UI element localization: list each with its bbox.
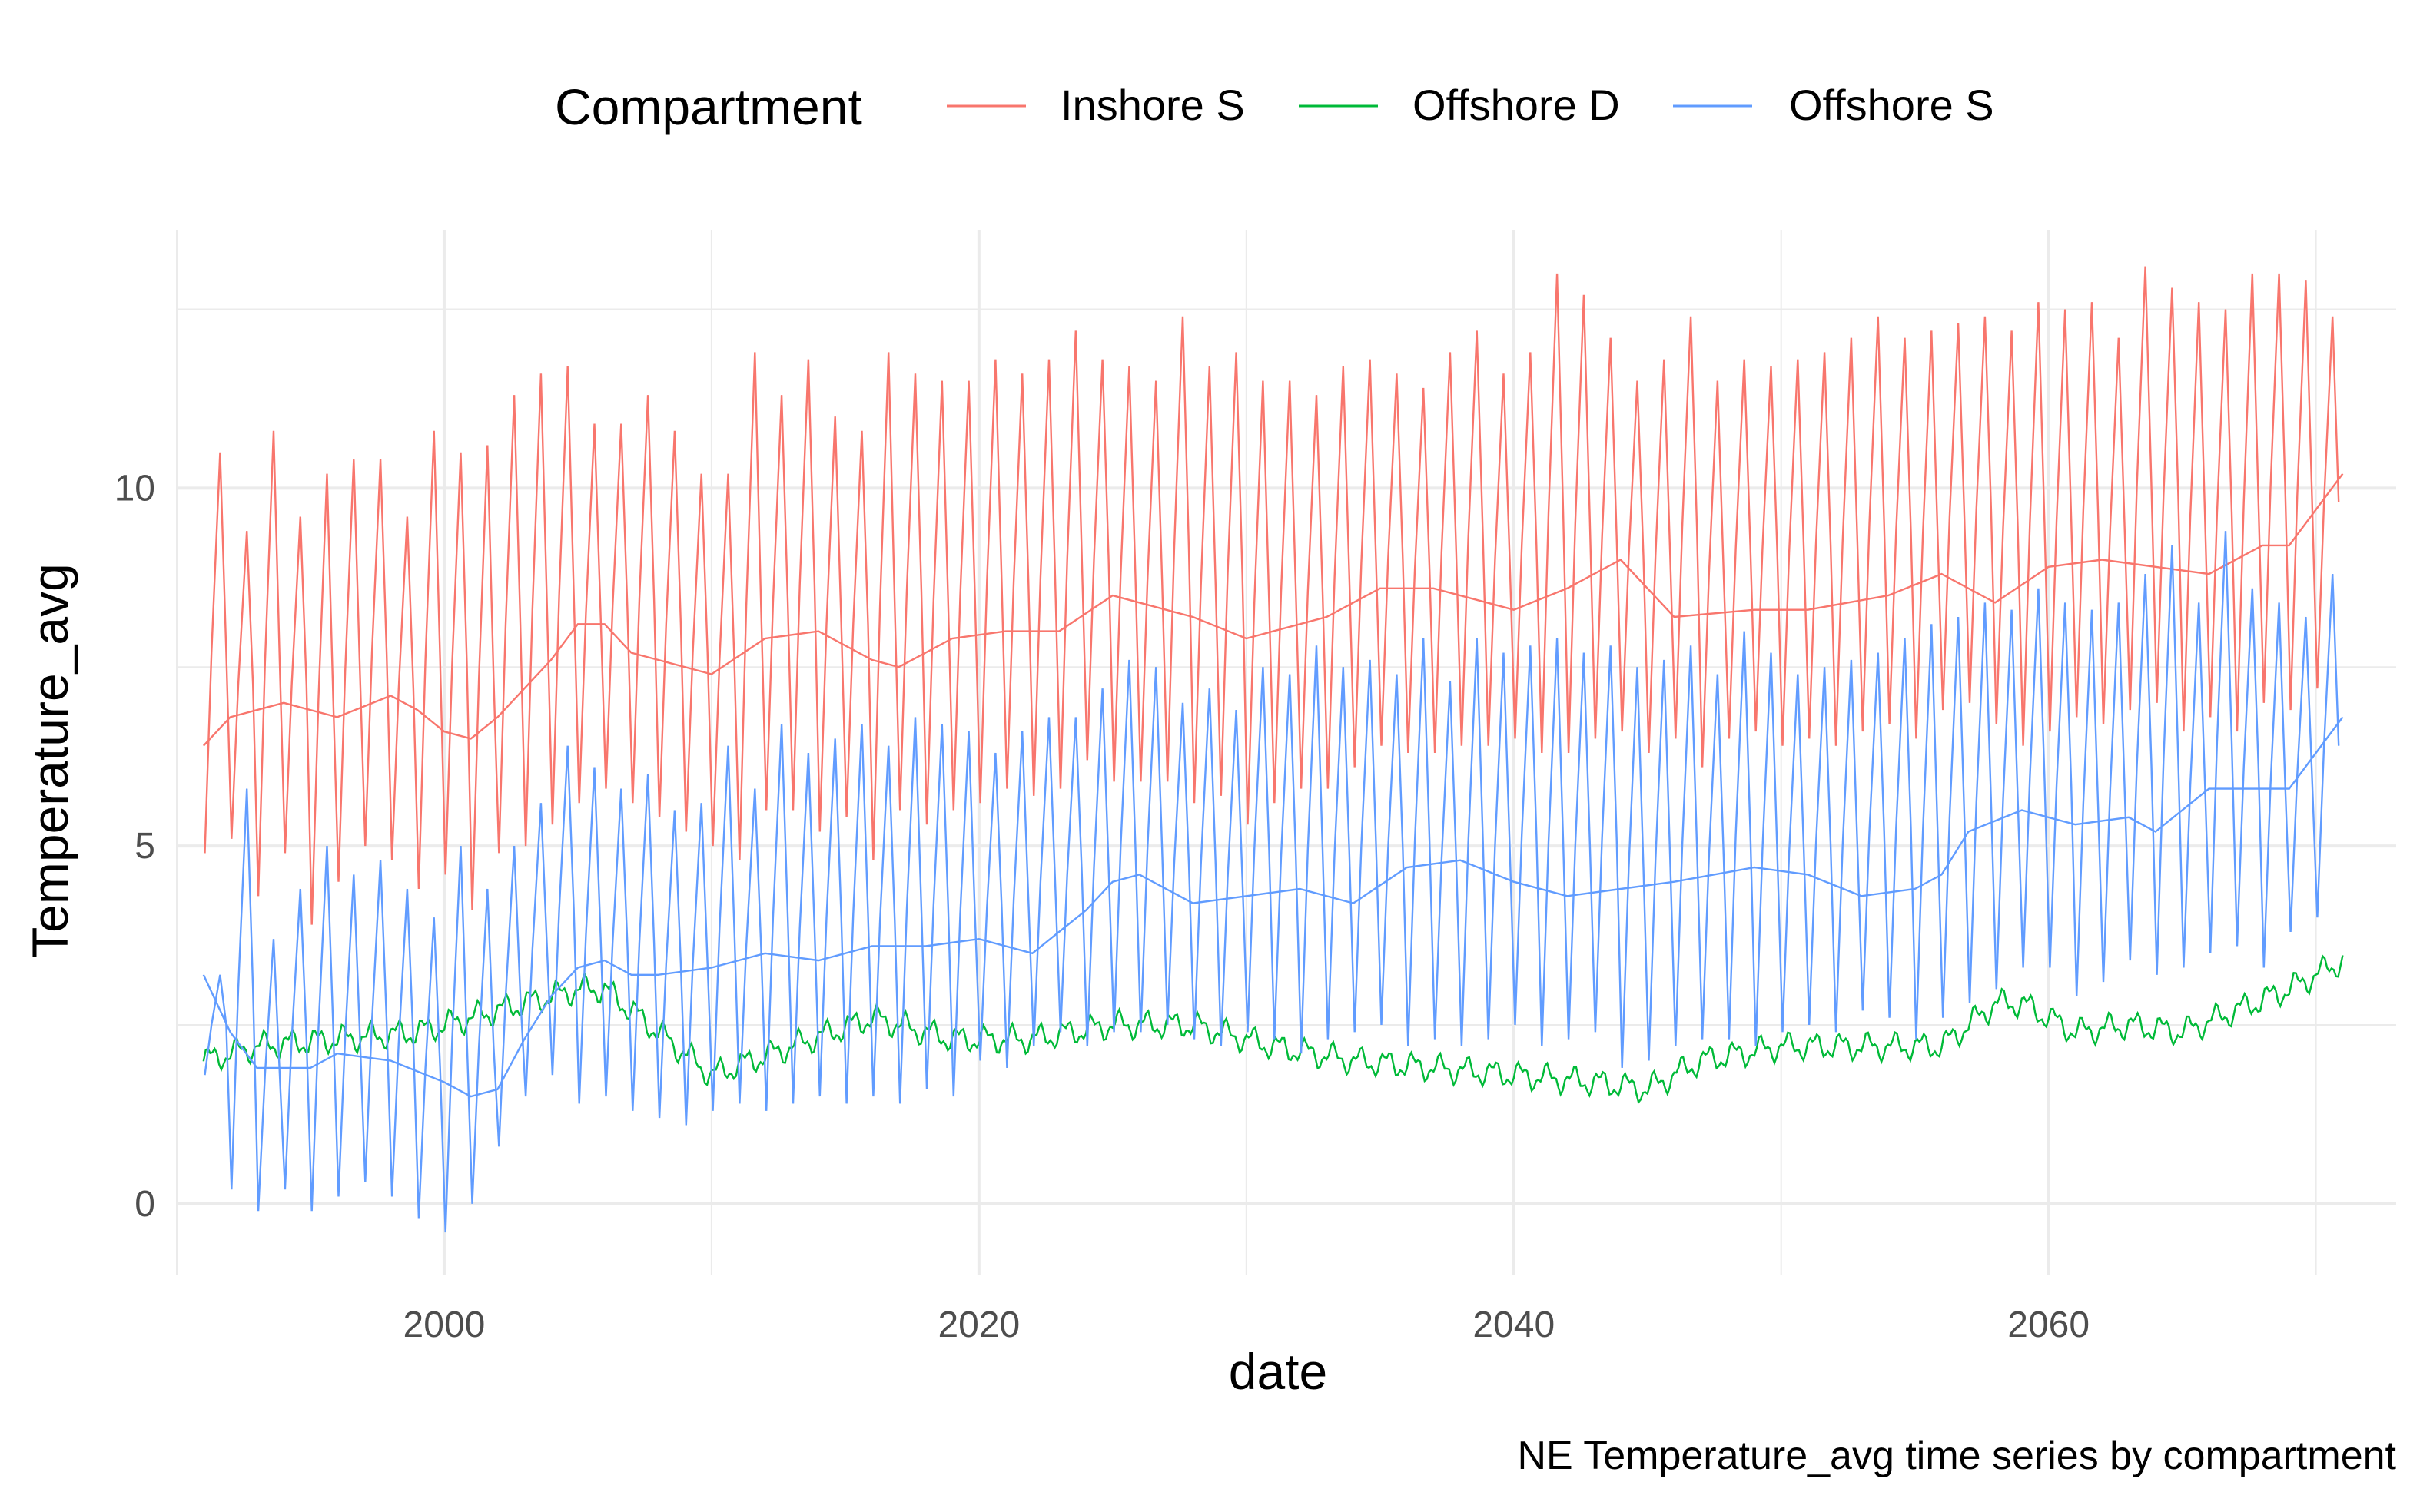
series-line-inshore-s-trend — [202, 472, 2344, 747]
x-tick-label: 2000 — [403, 1305, 486, 1345]
legend-title: Compartment — [555, 78, 862, 135]
series-line-offshore-s-trend — [202, 716, 2344, 1098]
legend-label-offshore-s: Offshore S — [1789, 81, 1994, 129]
series-line-offshore-d-trend — [202, 954, 2344, 1105]
y-axis-title: Temperature_avg — [22, 563, 78, 958]
legend: Compartment Inshore S Offshore D Offshor… — [555, 78, 1994, 135]
x-axis-ticks: 2000 2020 2040 2060 — [403, 1305, 2090, 1345]
series-line-inshore-s-monthly — [204, 266, 2340, 925]
series-line-offshore-s-monthly — [204, 531, 2340, 1233]
y-tick-label: 5 — [134, 826, 155, 867]
legend-label-inshore-s: Inshore S — [1061, 81, 1245, 129]
y-tick-label: 10 — [115, 468, 155, 509]
y-tick-label: 0 — [134, 1184, 155, 1225]
legend-label-offshore-d: Offshore D — [1412, 81, 1620, 129]
x-tick-label: 2040 — [1472, 1305, 1555, 1345]
y-axis-ticks: 0 5 10 — [115, 468, 155, 1225]
chart-caption: NE Temperature_avg time series by compar… — [1517, 1434, 2396, 1478]
x-tick-label: 2020 — [938, 1305, 1020, 1345]
major-gridlines — [177, 230, 2396, 1275]
x-axis-title: date — [1229, 1343, 1327, 1400]
x-tick-label: 2060 — [2007, 1305, 2090, 1345]
series-lines — [202, 266, 2344, 1233]
